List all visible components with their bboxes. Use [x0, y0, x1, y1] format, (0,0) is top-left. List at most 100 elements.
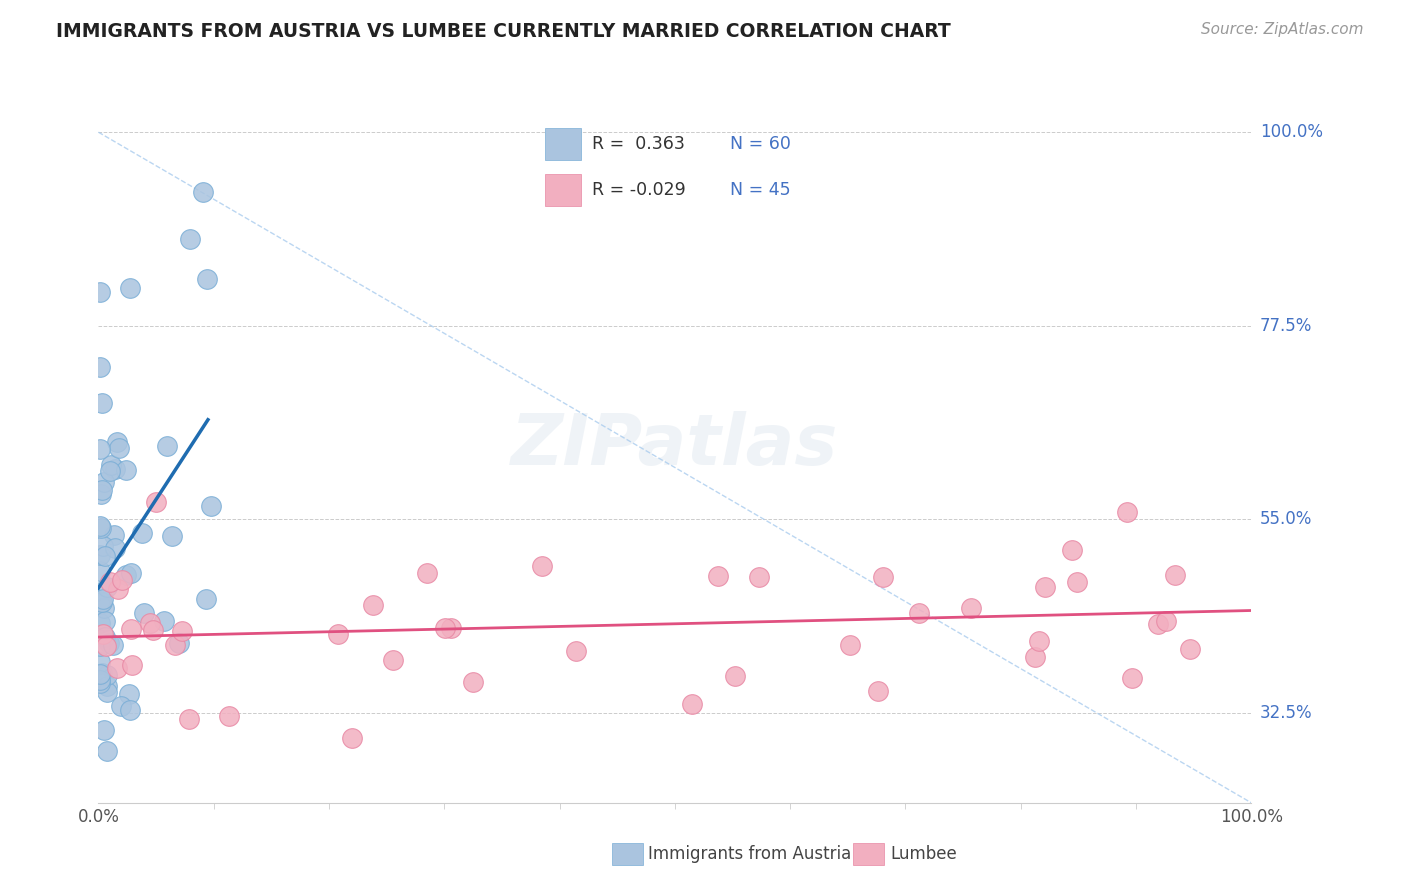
Text: N = 60: N = 60: [730, 135, 792, 153]
Point: [89, 594, 111, 608]
Point: [91, 592, 114, 607]
Text: ZIPatlas: ZIPatlas: [512, 411, 838, 481]
Point: [531, 558, 554, 573]
Point: [90, 521, 112, 535]
Point: [1146, 616, 1168, 631]
Point: [90, 594, 112, 608]
Point: [415, 566, 437, 581]
Point: [103, 527, 125, 541]
Point: [98, 636, 121, 650]
Point: [96, 580, 118, 594]
Point: [1024, 649, 1046, 664]
Text: Lumbee: Lumbee: [890, 845, 956, 863]
Point: [1033, 581, 1056, 595]
Point: [89, 639, 111, 653]
Point: [89, 564, 111, 578]
Point: [1156, 614, 1178, 628]
Point: [89, 285, 111, 299]
Point: [132, 606, 155, 620]
Point: [177, 712, 200, 726]
Point: [89, 519, 111, 533]
Point: [89, 548, 111, 562]
Point: [121, 657, 143, 672]
Point: [110, 698, 132, 713]
Point: [145, 495, 167, 509]
Point: [90, 666, 112, 681]
Point: [179, 232, 201, 246]
Point: [115, 462, 138, 476]
Point: [866, 683, 889, 698]
Point: [120, 566, 142, 580]
Point: [96, 744, 118, 758]
Point: [89, 673, 111, 688]
Point: [107, 582, 129, 596]
Point: [434, 621, 457, 635]
Point: [908, 607, 931, 621]
FancyBboxPatch shape: [546, 174, 581, 206]
Point: [1066, 575, 1088, 590]
Point: [89, 666, 111, 681]
Point: [340, 731, 363, 745]
Point: [89, 359, 111, 374]
Point: [163, 639, 186, 653]
Point: [1060, 543, 1083, 558]
Point: [142, 624, 165, 638]
Point: [326, 626, 349, 640]
Point: [361, 598, 384, 612]
Point: [108, 441, 131, 455]
Point: [90, 396, 112, 410]
Text: N = 45: N = 45: [730, 181, 790, 199]
Text: 32.5%: 32.5%: [1260, 704, 1312, 722]
Point: [191, 186, 214, 200]
Text: R =  0.363: R = 0.363: [592, 135, 685, 153]
Point: [96, 679, 118, 693]
Point: [382, 652, 405, 666]
Text: R = -0.029: R = -0.029: [592, 181, 686, 199]
Point: [93, 615, 115, 629]
Point: [105, 661, 128, 675]
Point: [98, 464, 121, 478]
Point: [153, 614, 176, 628]
Point: [104, 461, 127, 475]
Point: [94, 549, 117, 563]
Point: [89, 597, 111, 611]
Point: [160, 529, 183, 543]
Point: [115, 567, 138, 582]
Point: [91, 627, 114, 641]
Point: [105, 434, 128, 449]
Point: [167, 636, 190, 650]
Point: [98, 575, 121, 590]
Point: [172, 624, 194, 638]
Point: [839, 638, 862, 652]
Point: [94, 639, 117, 653]
Point: [200, 500, 222, 514]
Point: [461, 674, 484, 689]
Point: [707, 569, 730, 583]
Point: [1115, 505, 1137, 519]
Point: [89, 615, 111, 630]
Point: [139, 615, 162, 630]
Point: [118, 703, 141, 717]
Point: [131, 526, 153, 541]
Point: [565, 644, 588, 658]
Text: Source: ZipAtlas.com: Source: ZipAtlas.com: [1201, 22, 1364, 37]
Point: [724, 669, 747, 683]
FancyBboxPatch shape: [546, 128, 581, 160]
Point: [104, 541, 127, 555]
Point: [90, 487, 112, 501]
Point: [100, 458, 122, 472]
Point: [118, 687, 141, 701]
Point: [1121, 671, 1143, 685]
Text: 77.5%: 77.5%: [1260, 317, 1312, 334]
Point: [93, 723, 115, 738]
Text: 100.0%: 100.0%: [1260, 123, 1323, 141]
Text: IMMIGRANTS FROM AUSTRIA VS LUMBEE CURRENTLY MARRIED CORRELATION CHART: IMMIGRANTS FROM AUSTRIA VS LUMBEE CURREN…: [56, 22, 950, 41]
Point: [89, 442, 111, 457]
Point: [96, 685, 118, 699]
Point: [93, 475, 115, 489]
Point: [91, 539, 114, 553]
Point: [120, 281, 142, 295]
Point: [111, 573, 134, 587]
Point: [194, 591, 217, 606]
Point: [440, 621, 463, 635]
